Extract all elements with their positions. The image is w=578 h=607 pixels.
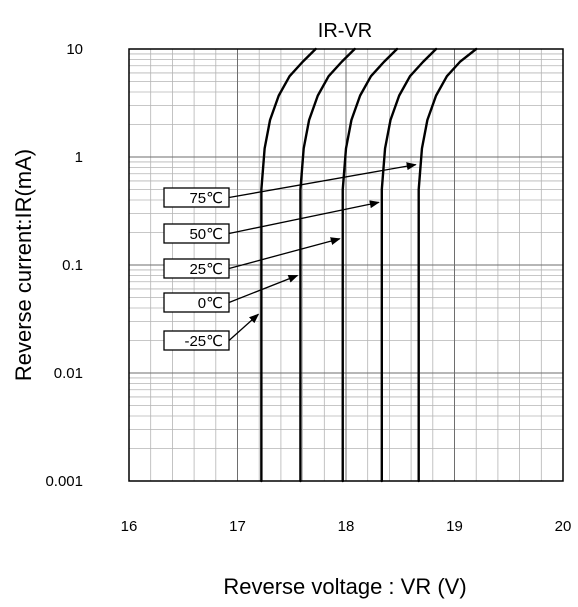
- annotation-arrow: [228, 200, 380, 235]
- y-tick-labels: 0.001 0.01 0.1 1 10: [45, 41, 83, 490]
- y-tick-label: 0.01: [54, 365, 83, 382]
- x-tick-label: 18: [338, 518, 355, 535]
- x-tick-labels: 16 17 18 19 20: [121, 518, 572, 535]
- annotation-label: 25℃: [189, 261, 223, 278]
- series-line: [417, 47, 478, 483]
- x-tick-label: 19: [446, 518, 463, 535]
- plot-frame: [128, 48, 564, 482]
- x-tick-label: 16: [121, 518, 138, 535]
- annotation-layer: 75℃ 50℃ 25℃ 0℃ -25℃: [163, 162, 417, 351]
- series-line: [299, 47, 356, 483]
- x-tick-label: 20: [555, 518, 572, 535]
- y-tick-label: 1: [75, 149, 83, 166]
- annotation-arrow: [228, 237, 341, 270]
- annotation-label: 0℃: [198, 295, 223, 312]
- annotation-arrow: [228, 274, 299, 304]
- x-tick-label: 17: [229, 518, 246, 535]
- annotation-arrow: [228, 162, 417, 199]
- annotation-arrow: [228, 313, 260, 341]
- annotation-label: 75℃: [189, 190, 223, 207]
- series-line: [260, 47, 317, 483]
- y-tick-label: 0.001: [45, 473, 83, 490]
- y-tick-label: 0.1: [62, 257, 83, 274]
- y-axis-label: Reverse current:IR(mA): [11, 149, 36, 381]
- y-tick-label: 10: [66, 41, 83, 58]
- x-axis-label: Reverse voltage : VR (V): [223, 574, 466, 599]
- annotation-label: -25℃: [184, 333, 223, 350]
- annotation-label: 50℃: [189, 226, 223, 243]
- chart-title: IR-VR: [318, 20, 372, 42]
- series-layer: [260, 47, 478, 483]
- series-line: [380, 47, 438, 483]
- series-line: [341, 47, 399, 483]
